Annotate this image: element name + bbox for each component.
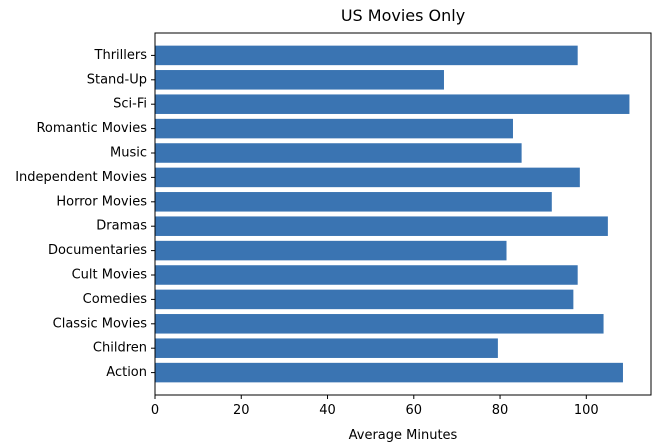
y-tick-label: Horror Movies (56, 194, 147, 209)
bar-documentaries (155, 240, 507, 261)
x-tick-label: 20 (233, 403, 250, 418)
plot-frame (154, 32, 652, 396)
bar-dramas (155, 216, 608, 236)
y-tick-label: Cult Movies (72, 268, 148, 283)
y-tick-label: Independent Movies (15, 170, 147, 185)
bar-horror-movies (155, 192, 552, 212)
x-tick-label: 100 (574, 403, 599, 418)
bar-music (155, 143, 522, 163)
y-tick-label: Documentaries (48, 243, 147, 258)
x-tick-label: 60 (406, 403, 423, 418)
y-tick-label: Music (110, 146, 147, 161)
bar-comedies (155, 289, 574, 310)
y-tick-label: Sci-Fi (113, 97, 147, 112)
x-axis-label: Average Minutes (349, 428, 458, 443)
y-tick-label: Dramas (96, 219, 147, 234)
bar-independent-movies (155, 167, 580, 188)
bar-stand-up (155, 70, 444, 90)
bar-classic-movies (155, 314, 604, 334)
y-axis-ticks: Action Children Classic Movies Comedies Cult… (15, 48, 155, 380)
y-tick-label: Action (106, 365, 147, 380)
y-tick-label: Stand-Up (87, 72, 147, 87)
bar-sci-fi (155, 94, 630, 114)
y-tick-label: Comedies (83, 292, 148, 307)
bar-thrillers (155, 45, 578, 66)
bars-group (155, 45, 630, 383)
y-tick-label: Romantic Movies (36, 121, 147, 136)
x-tick-label: 0 (151, 403, 159, 418)
y-tick-label: Children (93, 341, 147, 356)
bar-children (155, 338, 498, 358)
bar-romantic-movies (155, 118, 513, 139)
chart-title: US Movies Only (341, 6, 465, 25)
bar-action (155, 362, 623, 383)
y-tick-label: Thrillers (94, 48, 148, 63)
y-tick-label: Classic Movies (53, 316, 148, 331)
x-axis-ticks: 0 20 40 60 80 100 (151, 395, 599, 418)
x-tick-label: 40 (319, 403, 336, 418)
x-tick-label: 80 (492, 403, 509, 418)
bar-cult-movies (155, 265, 578, 285)
